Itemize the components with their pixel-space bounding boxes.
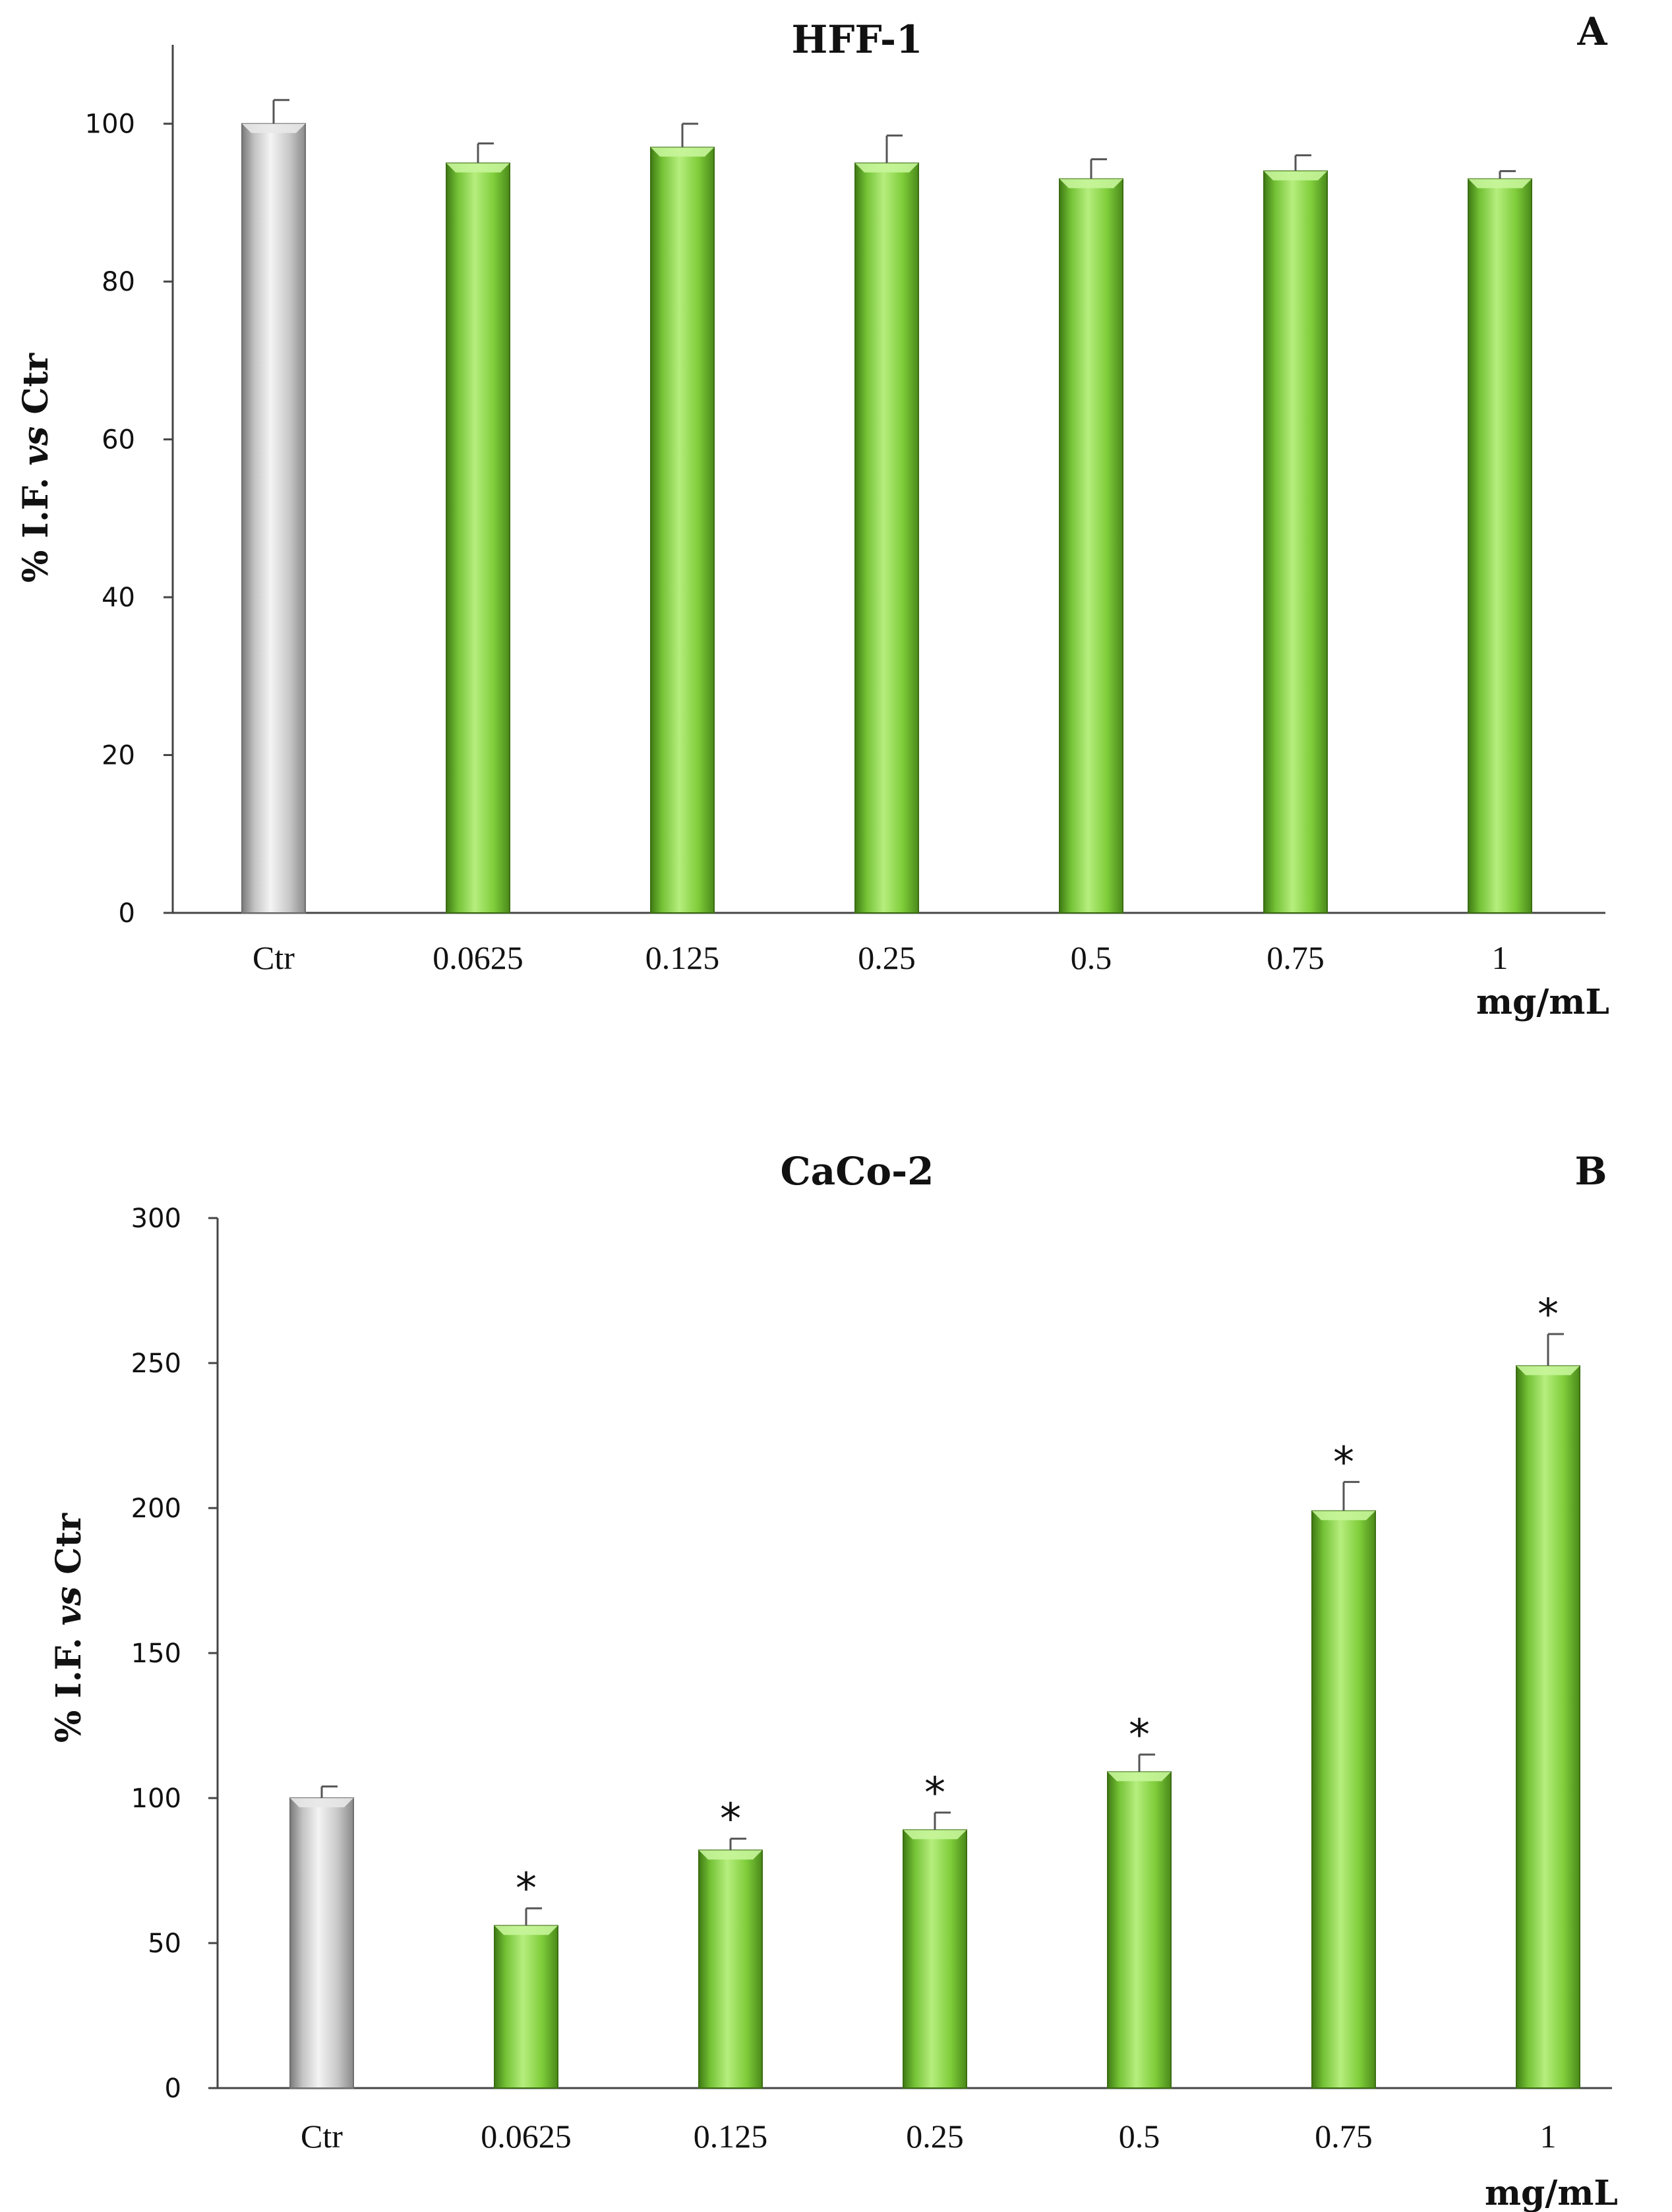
bar-top-bevel <box>1264 171 1327 181</box>
y-tick-label: 200 <box>131 1494 181 1524</box>
bar-top-bevel <box>855 163 918 173</box>
bar-top-bevel <box>1516 1366 1580 1376</box>
bars <box>241 123 1532 914</box>
significance-asterisk: * <box>516 1865 537 1913</box>
panel-b-caco2: CaCo-2 B % I.F. vs Ctr 0 50 100 150 200 250 30… <box>49 1149 1618 2212</box>
y-axis-label: % I.F. vs Ctr <box>49 1513 89 1743</box>
significance-asterisk: * <box>924 1769 945 1818</box>
y-axis-label: % I.F. vs Ctr <box>16 353 56 583</box>
x-tick-label: Ctr <box>253 939 295 976</box>
panel-letter: B <box>1574 1149 1607 1194</box>
bar-treatment <box>446 162 510 914</box>
x-tick-label: 0.75 <box>1267 939 1325 976</box>
bar-treatment <box>650 146 715 914</box>
bars <box>289 1365 1580 2089</box>
significance-asterisk: * <box>1129 1711 1150 1760</box>
y-tick-label: 20 <box>102 741 135 771</box>
bar-treatment <box>1516 1365 1580 2089</box>
bar-treatment <box>1059 178 1123 914</box>
x-axis-unit: mg/mL <box>1485 2173 1618 2212</box>
y-tick-label: 0 <box>119 898 135 929</box>
bar-top-bevel <box>1312 1511 1375 1521</box>
bar-top-bevel <box>1060 179 1123 189</box>
x-tick-label: 0.125 <box>645 939 720 976</box>
significance-markers: * * * * * * <box>516 1291 1559 1913</box>
bar-top-bevel <box>1468 179 1532 189</box>
y-ticks: 0 20 40 60 80 100 <box>85 109 173 929</box>
x-ticks: Ctr 0.0625 0.125 0.25 0.5 0.75 1 <box>301 2118 1556 2155</box>
bar-top-bevel <box>699 1850 762 1860</box>
bar-treatment <box>494 1925 558 2089</box>
bar-top-bevel <box>446 163 510 173</box>
bar-top-bevel <box>242 123 305 133</box>
x-tick-label: 1 <box>1540 2118 1557 2155</box>
y-tick-label: 60 <box>102 425 135 455</box>
bar-control <box>241 123 306 914</box>
y-ticks: 0 50 100 150 200 250 300 <box>131 1204 218 2104</box>
y-tick-label: 40 <box>102 583 135 613</box>
bar-top-bevel <box>290 1798 353 1807</box>
y-tick-label: 0 <box>165 2074 181 2104</box>
x-tick-label: 1 <box>1492 939 1508 976</box>
bar-treatment <box>903 1829 967 2089</box>
x-tick-label: 0.25 <box>906 2118 964 2155</box>
y-tick-label: 100 <box>85 109 135 140</box>
x-tick-label: 0.0625 <box>481 2118 572 2155</box>
y-tick-label: 300 <box>131 1204 181 1234</box>
x-ticks: Ctr 0.0625 0.125 0.25 0.5 0.75 1 <box>253 939 1508 976</box>
y-tick-label: 50 <box>148 1929 181 1959</box>
error-bars <box>320 1333 1564 1926</box>
bar-treatment <box>854 162 919 914</box>
panel-a-hff1: HFF-1 A % I.F. vs Ctr 0 20 40 60 80 100 Ctr 0.… <box>16 9 1609 1022</box>
bar-top-bevel <box>903 1830 967 1840</box>
bar-treatment <box>698 1849 763 2089</box>
bar-top-bevel <box>494 1925 558 1935</box>
y-tick-label: 80 <box>102 267 135 297</box>
error-bars <box>272 99 1516 179</box>
x-tick-label: 0.0625 <box>433 939 523 976</box>
x-tick-label: 0.5 <box>1119 2118 1160 2155</box>
y-tick-label: 250 <box>131 1349 181 1379</box>
x-tick-label: 0.5 <box>1071 939 1112 976</box>
chart-title: CaCo-2 <box>780 1149 934 1194</box>
significance-asterisk: * <box>720 1795 741 1844</box>
bar-treatment <box>1107 1771 1172 2089</box>
bar-treatment <box>1263 170 1328 914</box>
bar-top-bevel <box>651 147 714 157</box>
significance-asterisk: * <box>1538 1291 1559 1339</box>
bar-top-bevel <box>1108 1772 1171 1782</box>
bar-treatment <box>1311 1510 1376 2089</box>
bar-control <box>289 1797 354 2089</box>
chart-title: HFF-1 <box>792 17 923 62</box>
x-tick-label: 0.75 <box>1315 2118 1373 2155</box>
y-tick-label: 100 <box>131 1784 181 1814</box>
bar-treatment <box>1468 178 1532 914</box>
panel-letter: A <box>1576 9 1607 54</box>
x-axis-unit: mg/mL <box>1476 982 1609 1022</box>
y-tick-label: 150 <box>131 1639 181 1669</box>
x-tick-label: 0.125 <box>694 2118 768 2155</box>
x-tick-label: 0.25 <box>858 939 916 976</box>
x-tick-label: Ctr <box>301 2118 343 2155</box>
significance-asterisk: * <box>1333 1438 1354 1487</box>
